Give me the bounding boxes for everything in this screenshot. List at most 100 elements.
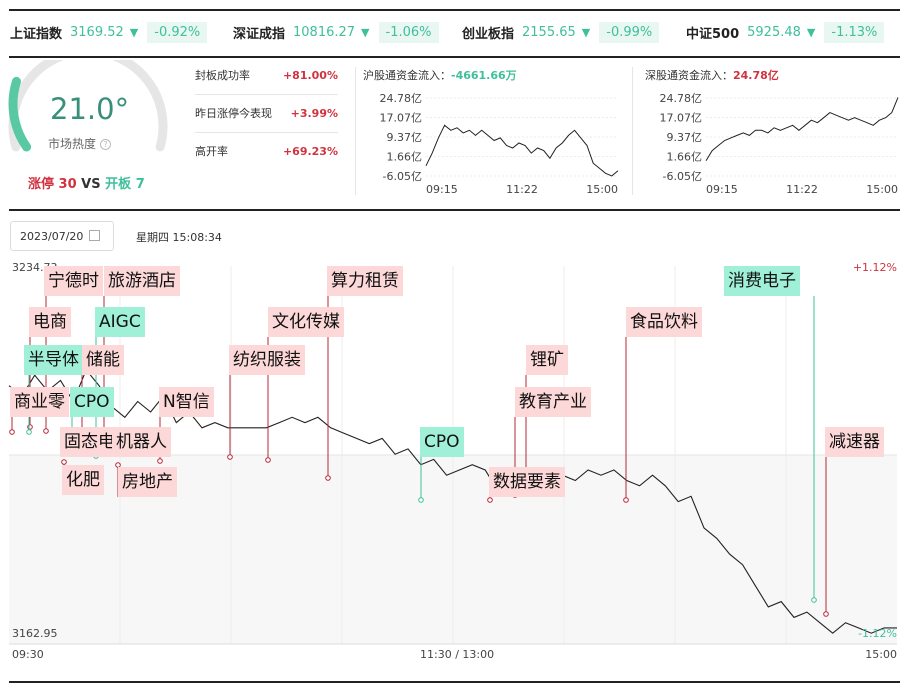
index-sh[interactable]: 上证指数 3169.52 ▼ -0.92%: [10, 18, 208, 46]
tag-marker: [418, 497, 424, 503]
flow-x-tick: 11:22: [786, 183, 818, 196]
sector-tag[interactable]: 减速器: [825, 427, 884, 457]
x-tick-noon: 11:30 / 13:00: [420, 648, 495, 661]
index-sz[interactable]: 深证成指 10816.27 ▼ -1.06%: [233, 18, 439, 46]
sector-tag[interactable]: CPO: [70, 387, 114, 417]
index-name: 中证500: [686, 26, 740, 42]
sector-tag[interactable]: CPO: [420, 427, 464, 457]
tag-marker: [811, 597, 817, 603]
sz-flow-title: 深股通资金流入：24.78亿: [645, 67, 779, 83]
tag-marker: [623, 497, 629, 503]
flow-line: [705, 97, 899, 161]
info-icon[interactable]: ?: [100, 139, 112, 150]
index-cyb[interactable]: 创业板指 2155.65 ▼ -0.99%: [462, 18, 660, 46]
down-arrow-icon: ▼: [129, 25, 139, 39]
flow-y-tick: 1.66亿: [387, 151, 423, 164]
x-tick-open: 09:30: [12, 648, 44, 661]
pct-bottom: -1.12%: [858, 627, 897, 640]
flow-x-tick: 09:15: [706, 183, 738, 196]
stat-label: 昨日涨停今表现: [195, 107, 272, 120]
sh-flow-title: 沪股通资金流入：-4661.66万: [363, 67, 517, 83]
limit-up-count: 30: [58, 177, 77, 192]
index-pct: -1.06%: [378, 21, 439, 43]
heat-gauge: [8, 60, 168, 152]
tag-marker: [265, 457, 271, 463]
flow-y-tick: 24.78亿: [380, 92, 423, 105]
index-bar-divider: [9, 56, 900, 58]
sz-flow-chart: 24.78亿 17.07亿 9.37亿 1.66亿 -6.05亿 09:15 11:22 15…: [660, 92, 899, 196]
sector-tag[interactable]: 食品饮料: [626, 307, 702, 337]
index-value: 10816.27: [293, 24, 356, 40]
divider: [355, 67, 356, 195]
stat-value: +3.99%: [290, 106, 338, 120]
stat-yesterday-limit: 昨日涨停今表现 +3.99%: [195, 94, 338, 133]
flow-x-tick: 09:15: [426, 183, 458, 196]
sector-tag[interactable]: AIGC: [95, 307, 145, 337]
flow-x-tick: 15:00: [586, 183, 618, 196]
sector-tag[interactable]: 化肥: [62, 465, 104, 495]
section-divider: [9, 209, 900, 211]
index-value: 5925.48: [747, 24, 801, 40]
date-value: 2023/07/20: [20, 229, 84, 243]
sector-tag[interactable]: 半导体: [24, 345, 83, 375]
flow-line: [425, 124, 619, 177]
sector-tag[interactable]: 算力租赁: [327, 266, 403, 296]
index-pct: -0.92%: [147, 21, 208, 43]
sector-tag[interactable]: 固态电: [60, 427, 119, 457]
calendar-icon: [89, 229, 101, 241]
flow-y-tick: 17.07亿: [380, 112, 423, 125]
weekday-time: 星期四 15:08:34: [136, 231, 222, 244]
flow-y-tick: 1.66亿: [667, 151, 703, 164]
stat-high-open: 高开率 +69.23%: [195, 132, 338, 170]
index-zz500[interactable]: 中证500 5925.48 ▼ -1.13%: [686, 18, 885, 46]
tag-marker: [157, 458, 163, 464]
sector-tag[interactable]: 纺织服装: [229, 345, 305, 375]
limit-up-label: 涨停: [28, 177, 55, 192]
heat-label-text: 市场热度: [48, 137, 97, 151]
sector-tag[interactable]: 锂矿: [526, 345, 568, 375]
stat-label: 封板成功率: [195, 69, 250, 82]
tag-marker: [115, 462, 121, 468]
sector-tag[interactable]: 储能: [82, 345, 124, 375]
sector-tag[interactable]: 旅游酒店: [104, 266, 180, 296]
heat-value: 21.0°: [50, 92, 130, 126]
bottom-border: [9, 681, 900, 683]
flow-amount: -4661.66万: [451, 69, 517, 82]
date-picker[interactable]: 2023/07/20: [10, 221, 114, 251]
flow-y-tick: -6.05亿: [383, 170, 422, 183]
tag-marker: [27, 424, 33, 430]
divider: [632, 67, 633, 195]
index-name: 上证指数: [10, 26, 63, 42]
index-line: [8, 368, 897, 634]
tag-marker: [227, 454, 233, 460]
flow-x-tick: 11:22: [506, 183, 538, 196]
flow-y-tick: 9.37亿: [387, 131, 423, 144]
stat-value: +81.00%: [282, 68, 338, 82]
index-name: 创业板指: [462, 26, 515, 42]
sector-tag[interactable]: 消费电子: [724, 266, 800, 296]
sector-tag[interactable]: 数据要素: [489, 467, 565, 497]
sector-tag[interactable]: N智信: [159, 387, 214, 417]
index-value: 3169.52: [70, 24, 124, 40]
down-arrow-icon: ▼: [361, 25, 370, 39]
tag-marker: [61, 459, 67, 465]
sector-tag[interactable]: 电商: [29, 307, 71, 337]
sector-tag[interactable]: 文化传媒: [268, 307, 344, 337]
tag-marker: [823, 611, 829, 617]
x-tick-close: 15:00: [865, 648, 897, 661]
stat-value: +69.23%: [282, 144, 338, 158]
heat-label: 市场热度?: [48, 135, 112, 152]
tag-marker: [9, 429, 15, 435]
sector-tag[interactable]: 机器人: [112, 427, 171, 457]
sector-tag[interactable]: 宁德时: [44, 266, 103, 296]
index-name: 深证成指: [233, 26, 286, 42]
sector-tag[interactable]: 商业零: [10, 387, 69, 417]
sector-tag[interactable]: 房地产: [118, 467, 177, 497]
flow-y-tick: 9.37亿: [667, 131, 703, 144]
tag-marker: [43, 428, 49, 434]
tag-marker: [487, 497, 493, 503]
down-arrow-icon: ▼: [581, 25, 591, 39]
y-axis-bottom: 3162.95: [12, 627, 58, 640]
sh-flow-chart: 24.78亿 17.07亿 9.37亿 1.66亿 -6.05亿 09:15 11:22 15…: [380, 92, 619, 196]
sector-tag[interactable]: 教育产业: [515, 387, 591, 417]
